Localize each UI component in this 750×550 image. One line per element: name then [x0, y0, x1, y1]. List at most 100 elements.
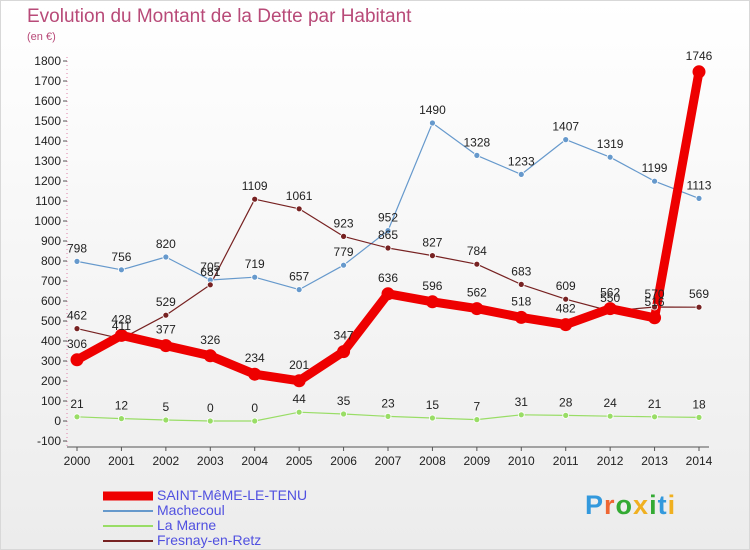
data-label: 12	[115, 399, 129, 413]
x-tick-label: 2005	[286, 454, 313, 468]
data-label: 0	[251, 401, 258, 415]
data-label: 1199	[642, 161, 668, 175]
data-label: 18	[692, 397, 706, 411]
legend-swatch	[103, 491, 153, 500]
legend-swatch	[103, 524, 153, 527]
data-label: 798	[67, 241, 87, 255]
data-point	[251, 195, 259, 203]
y-tick-label: 0	[54, 414, 61, 428]
data-label: 529	[156, 295, 176, 309]
data-point	[340, 410, 347, 418]
x-tick-label: 2003	[197, 454, 224, 468]
x-tick-label: 2011	[553, 454, 579, 468]
data-label: 428	[111, 312, 131, 326]
data-label: 562	[600, 286, 620, 300]
data-point	[114, 328, 128, 342]
data-label: 28	[559, 395, 573, 409]
logo-letter: i	[649, 490, 658, 520]
data-point	[337, 345, 351, 359]
y-tick-label: 800	[41, 254, 61, 268]
data-label: 35	[337, 394, 351, 408]
y-tick-label: 1600	[34, 94, 61, 108]
logo-letter: r	[604, 490, 616, 520]
data-point	[73, 257, 81, 265]
y-tick-label: 500	[41, 314, 61, 328]
data-label: 1113	[687, 178, 712, 192]
series-points	[70, 65, 706, 425]
data-point	[517, 170, 525, 178]
data-point	[651, 413, 658, 421]
data-label: 1328	[464, 135, 491, 149]
data-point	[292, 374, 306, 388]
data-label: 1407	[552, 120, 579, 134]
x-tick-label: 2002	[153, 454, 180, 468]
logo-letter: i	[667, 490, 677, 520]
legend-swatch	[103, 509, 153, 512]
y-tick-label: 600	[41, 294, 61, 308]
data-label: 326	[200, 333, 220, 347]
data-point	[203, 349, 217, 363]
data-label: 779	[334, 245, 354, 259]
data-point	[162, 416, 170, 424]
legend-label: Fresnay-en-Retz	[157, 532, 262, 548]
data-point	[206, 417, 214, 425]
data-point	[606, 412, 614, 420]
y-tick-label: 1100	[35, 194, 61, 208]
data-point	[562, 295, 570, 303]
data-label: 7	[474, 400, 481, 414]
y-tick-label: 1700	[34, 74, 61, 88]
data-point	[73, 325, 81, 333]
data-label: 550	[600, 291, 620, 305]
data-label: 377	[156, 323, 176, 337]
data-point	[473, 151, 481, 159]
data-label: 1319	[597, 137, 624, 151]
data-point	[295, 286, 303, 294]
data-point	[384, 244, 392, 252]
data-point	[248, 367, 262, 381]
data-label: 1061	[286, 189, 313, 203]
x-tick-label: 2000	[64, 454, 91, 468]
x-tick-label: 2004	[241, 454, 268, 468]
data-label: 44	[292, 392, 306, 406]
data-point	[118, 415, 125, 423]
x-tick-label: 2007	[375, 454, 402, 468]
data-point	[162, 253, 170, 261]
y-tick-label: 100	[41, 394, 61, 408]
data-point	[651, 303, 658, 311]
data-point	[562, 411, 570, 419]
data-point	[429, 119, 436, 127]
data-point	[517, 280, 525, 288]
data-label: 21	[648, 397, 662, 411]
data-point	[648, 311, 662, 325]
data-point	[695, 413, 703, 421]
logo-letter: P	[585, 490, 605, 520]
data-point	[251, 417, 259, 425]
data-label: 609	[556, 279, 576, 293]
data-label: 923	[334, 216, 354, 230]
x-tick-label: 2010	[508, 454, 535, 468]
data-point	[73, 413, 81, 421]
data-label: 201	[289, 358, 309, 372]
y-tick-label: 1200	[34, 174, 61, 188]
y-tick-label: 1400	[34, 134, 61, 148]
data-point	[381, 287, 395, 301]
data-point	[514, 310, 528, 324]
y-tick-label: 1500	[34, 114, 61, 128]
logo-letter: t	[657, 490, 668, 520]
data-label: 683	[511, 264, 531, 278]
data-point	[651, 177, 658, 185]
data-label: 1490	[419, 103, 446, 117]
data-point	[559, 318, 573, 332]
data-label: 719	[245, 257, 265, 271]
chart-axes: -100010020030040050060070080090010001100…	[34, 54, 712, 468]
data-point	[473, 260, 481, 268]
data-point	[429, 414, 436, 422]
data-point	[562, 136, 570, 144]
data-point	[429, 252, 436, 260]
y-tick-label: 200	[41, 374, 61, 388]
data-point	[295, 408, 303, 416]
y-tick-label: 1000	[34, 214, 61, 228]
data-point	[695, 194, 703, 202]
data-label: 234	[245, 351, 265, 365]
